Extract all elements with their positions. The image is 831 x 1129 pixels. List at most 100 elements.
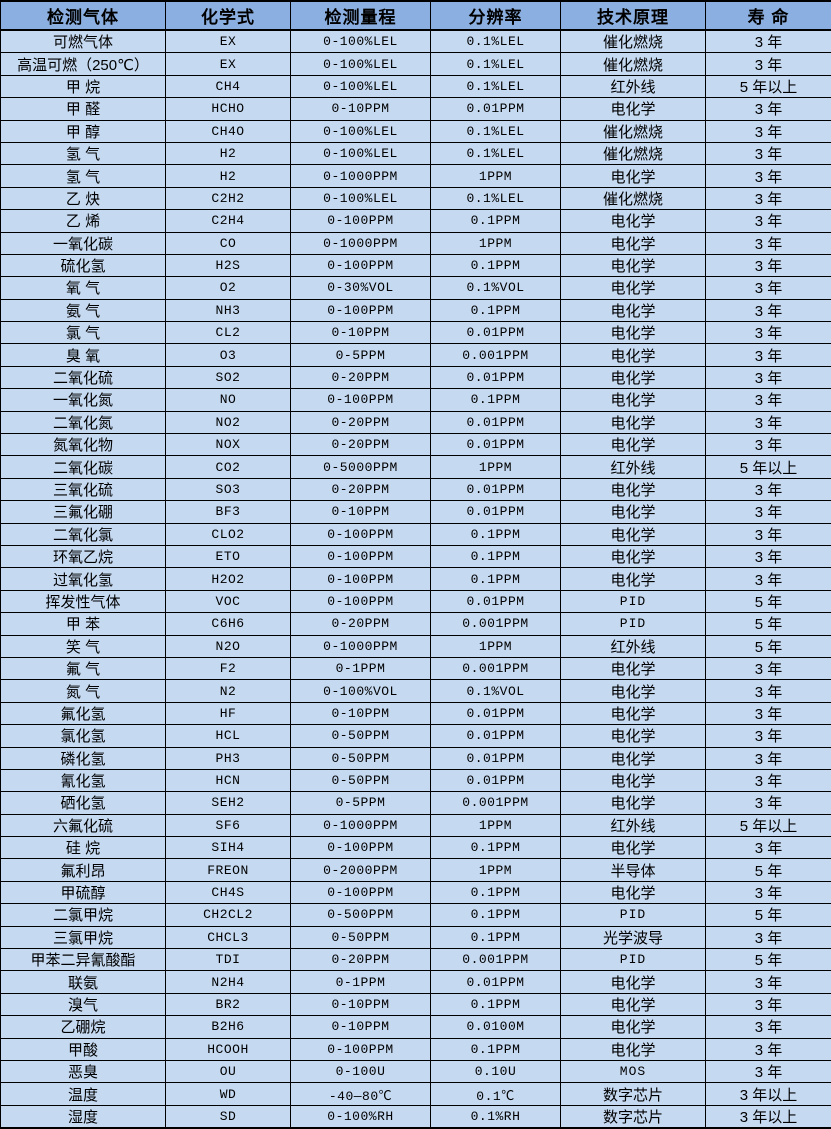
cell-technology: 催化燃烧 (561, 30, 706, 53)
cell-chemical-formula: O2 (166, 277, 291, 299)
cell-gas-name: 乙硼烷 (1, 1016, 166, 1038)
cell-resolution: 0.1PPM (431, 993, 561, 1015)
cell-chemical-formula: EX (166, 53, 291, 75)
cell-detection-range: 0-5000PPM (291, 456, 431, 478)
cell-detection-range: 0-1000PPM (291, 232, 431, 254)
cell-chemical-formula: OU (166, 1060, 291, 1082)
cell-resolution: 1PPM (431, 859, 561, 881)
cell-gas-name: 氮氧化物 (1, 434, 166, 456)
cell-resolution: 0.1%LEL (431, 142, 561, 164)
cell-technology: 红外线 (561, 456, 706, 478)
cell-gas-name: 三氧化硫 (1, 478, 166, 500)
cell-detection-range: 0-100%LEL (291, 142, 431, 164)
cell-resolution: 0.01PPM (431, 366, 561, 388)
cell-detection-range: 0-20PPM (291, 411, 431, 433)
cell-lifespan: 3 年 (706, 545, 831, 567)
cell-technology: 电化学 (561, 344, 706, 366)
cell-resolution: 0.1%LEL (431, 120, 561, 142)
cell-chemical-formula: CH4 (166, 75, 291, 97)
cell-chemical-formula: CL2 (166, 322, 291, 344)
cell-technology: 电化学 (561, 434, 706, 456)
cell-gas-name: 高温可燃（250℃） (1, 53, 166, 75)
cell-gas-name: 温度 (1, 1083, 166, 1105)
cell-lifespan: 3 年 (706, 299, 831, 321)
cell-detection-range: 0-1000PPM (291, 814, 431, 836)
cell-resolution: 0.01PPM (431, 322, 561, 344)
cell-chemical-formula: SEH2 (166, 792, 291, 814)
cell-detection-range: 0-20PPM (291, 613, 431, 635)
cell-lifespan: 5 年 (706, 635, 831, 657)
cell-resolution: 1PPM (431, 456, 561, 478)
cell-detection-range: 0-100PPM (291, 545, 431, 567)
cell-technology: 电化学 (561, 725, 706, 747)
cell-detection-range: 0-500PPM (291, 904, 431, 926)
cell-technology: 电化学 (561, 971, 706, 993)
cell-chemical-formula: CH4S (166, 881, 291, 903)
cell-chemical-formula: H2 (166, 142, 291, 164)
cell-lifespan: 3 年 (706, 725, 831, 747)
cell-resolution: 0.1%LEL (431, 30, 561, 53)
cell-detection-range: 0-20PPM (291, 478, 431, 500)
cell-gas-name: 笑 气 (1, 635, 166, 657)
cell-detection-range: 0-50PPM (291, 725, 431, 747)
cell-lifespan: 3 年 (706, 98, 831, 120)
cell-chemical-formula: CHCL3 (166, 926, 291, 948)
cell-chemical-formula: HCL (166, 725, 291, 747)
cell-detection-range: 0-100%VOL (291, 680, 431, 702)
cell-resolution: 0.01PPM (431, 725, 561, 747)
cell-chemical-formula: HF (166, 702, 291, 724)
cell-technology: 电化学 (561, 837, 706, 859)
cell-chemical-formula: TDI (166, 949, 291, 971)
cell-technology: 催化燃烧 (561, 142, 706, 164)
cell-lifespan: 3 年 (706, 747, 831, 769)
cell-gas-name: 三氟化硼 (1, 501, 166, 523)
cell-chemical-formula: C2H2 (166, 187, 291, 209)
cell-technology: 电化学 (561, 366, 706, 388)
cell-gas-name: 联氨 (1, 971, 166, 993)
cell-lifespan: 3 年 (706, 120, 831, 142)
cell-chemical-formula: SO2 (166, 366, 291, 388)
cell-detection-range: 0-20PPM (291, 366, 431, 388)
cell-gas-name: 氯 气 (1, 322, 166, 344)
cell-technology: 半导体 (561, 859, 706, 881)
cell-lifespan: 3 年 (706, 926, 831, 948)
cell-detection-range: 0-100%LEL (291, 53, 431, 75)
cell-resolution: 0.001PPM (431, 792, 561, 814)
cell-gas-name: 氮 气 (1, 680, 166, 702)
cell-technology: 电化学 (561, 277, 706, 299)
cell-chemical-formula: H2S (166, 254, 291, 276)
cell-gas-name: 氯化氢 (1, 725, 166, 747)
cell-gas-name: 氟利昂 (1, 859, 166, 881)
table-header: 检测气体 化学式 检测量程 分辨率 技术原理 寿 命 (1, 1, 831, 30)
cell-resolution: 0.1PPM (431, 568, 561, 590)
cell-gas-name: 磷化氢 (1, 747, 166, 769)
cell-technology: 红外线 (561, 635, 706, 657)
cell-technology: 电化学 (561, 993, 706, 1015)
cell-technology: 电化学 (561, 680, 706, 702)
cell-resolution: 0.01PPM (431, 971, 561, 993)
cell-chemical-formula: HCN (166, 769, 291, 791)
cell-gas-name: 二氧化氯 (1, 523, 166, 545)
cell-gas-name: 氰化氢 (1, 769, 166, 791)
cell-resolution: 0.01PPM (431, 769, 561, 791)
cell-gas-name: 湿度 (1, 1105, 166, 1128)
cell-gas-name: 氨 气 (1, 299, 166, 321)
cell-technology: PID (561, 904, 706, 926)
cell-chemical-formula: CO2 (166, 456, 291, 478)
cell-resolution: 0.001PPM (431, 949, 561, 971)
cell-technology: 电化学 (561, 1038, 706, 1060)
cell-lifespan: 5 年 (706, 859, 831, 881)
cell-lifespan: 3 年 (706, 993, 831, 1015)
